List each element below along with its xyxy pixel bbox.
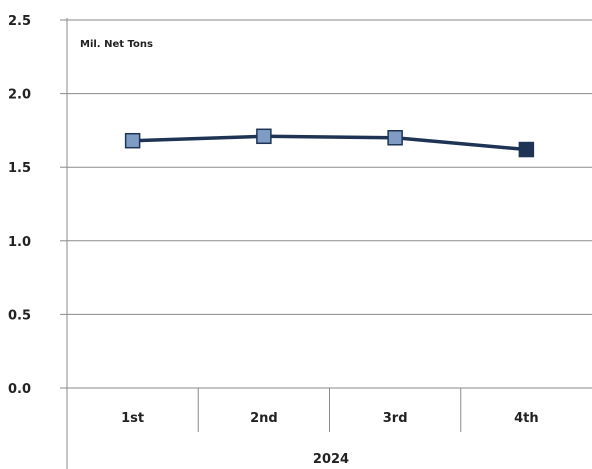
y-tick-label: 0.0 bbox=[8, 382, 31, 397]
data-point-marker bbox=[387, 130, 403, 146]
y-axis-ticks: 0.0 0.5 1.0 1.5 2.0 2.5 bbox=[8, 14, 67, 397]
y-tick-label: 1.0 bbox=[8, 235, 31, 250]
data-point-marker bbox=[518, 141, 535, 158]
x-tick-label: 4th bbox=[514, 411, 539, 426]
data-point-marker bbox=[256, 128, 272, 145]
x-group-label: 2024 bbox=[313, 452, 349, 467]
x-axis: 1st 2nd 3rd 4th bbox=[121, 388, 539, 432]
y-tick-label: 1.5 bbox=[8, 161, 31, 176]
series-line bbox=[132, 134, 527, 152]
y-tick-label: 2.5 bbox=[8, 14, 31, 29]
x-tick-label: 2nd bbox=[250, 411, 278, 426]
y-tick-label: 0.5 bbox=[8, 308, 31, 323]
x-tick-label: 1st bbox=[121, 411, 144, 426]
x-tick-label: 3rd bbox=[383, 411, 408, 426]
data-point-marker bbox=[124, 132, 141, 149]
y-tick-label: 2.0 bbox=[8, 88, 31, 103]
series-group bbox=[124, 128, 535, 158]
unit-label: Mil. Net Tons bbox=[80, 39, 153, 50]
gridlines bbox=[67, 19, 592, 389]
